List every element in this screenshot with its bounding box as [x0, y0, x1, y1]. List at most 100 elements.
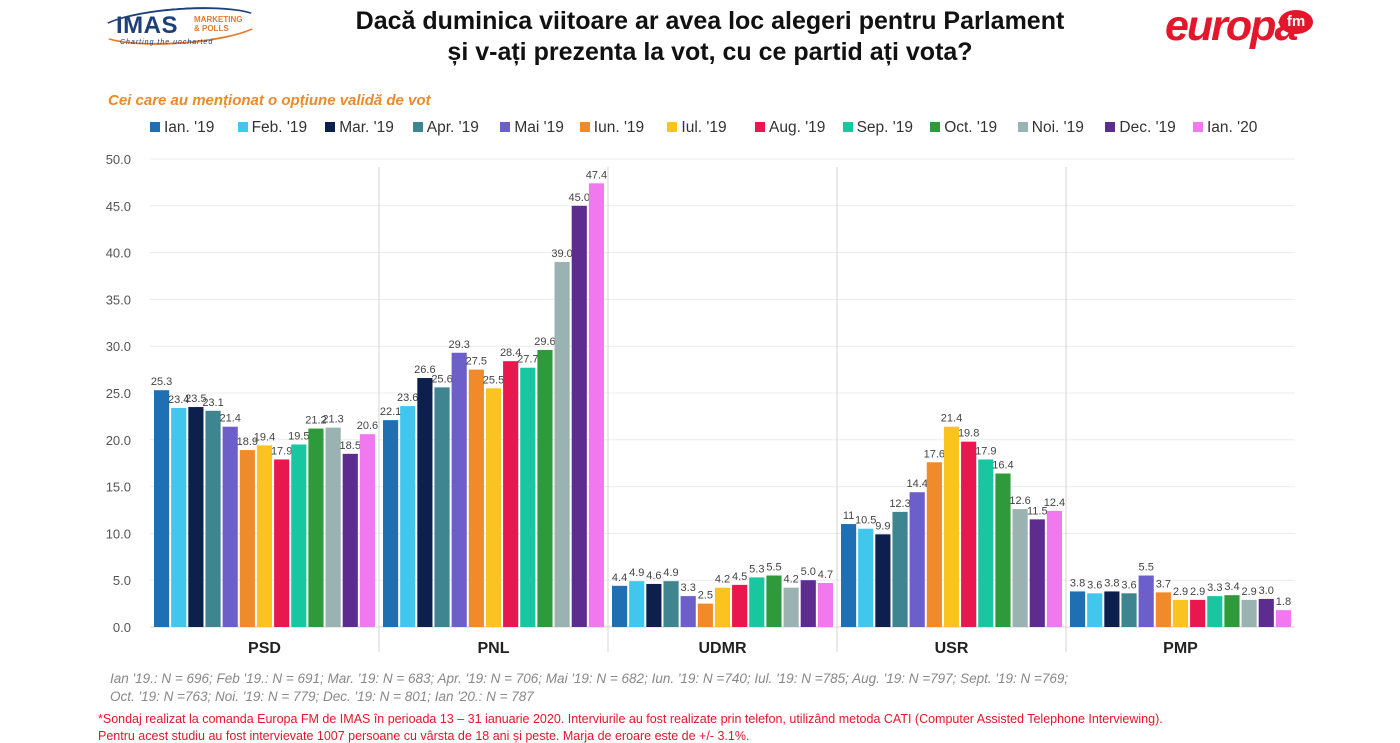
- data-label: 3.7: [1156, 578, 1171, 590]
- legend-label: Feb. '19: [251, 119, 308, 136]
- legend-item: Mar. '19: [325, 119, 394, 139]
- data-label: 27.7: [517, 354, 538, 366]
- data-label: 25.6: [431, 373, 452, 385]
- legend-swatch: [325, 122, 336, 132]
- bar: [171, 407, 187, 627]
- legend-swatch: [930, 122, 941, 132]
- sample-size-notes-line1: Ian '19.: N = 696; Feb '19.: N = 691; Ma…: [110, 671, 1069, 686]
- legend-swatch: [237, 122, 248, 132]
- bar: [451, 352, 467, 627]
- bar: [1207, 596, 1223, 627]
- data-label: 27.5: [466, 356, 487, 368]
- bar: [1070, 591, 1086, 627]
- bar: [342, 453, 358, 627]
- bar: [520, 367, 536, 627]
- bar: [841, 524, 857, 627]
- chart-title: Dacă duminica viitoare ar avea loc alege…: [270, 6, 1150, 68]
- chart-subtitle: Cei care au menționat o opțiune validă d…: [108, 92, 431, 109]
- data-label: 3.0: [1259, 585, 1274, 597]
- data-label: 21.3: [322, 414, 343, 426]
- data-label: 18.9: [237, 436, 258, 448]
- data-label: 4.2: [783, 574, 798, 586]
- legend-swatch: [1017, 122, 1028, 132]
- data-label: 22.1: [380, 406, 401, 418]
- data-label: 20.6: [357, 420, 378, 432]
- bar: [663, 581, 679, 627]
- legend-label: Dec. '19: [1119, 119, 1176, 136]
- bar: [629, 581, 645, 627]
- sample-size-notes: Ian '19.: N = 696; Feb '19.: N = 691; Ma…: [110, 670, 1260, 706]
- legend-item: Oct. '19: [930, 119, 997, 139]
- bar: [554, 261, 570, 627]
- data-label: 4.9: [663, 567, 678, 579]
- data-label: 4.2: [715, 574, 730, 586]
- x-category-label: PNL: [478, 640, 510, 657]
- data-label: 5.5: [1139, 562, 1154, 574]
- y-tick-label: 15.0: [106, 480, 131, 495]
- bar: [858, 528, 874, 627]
- x-category-label: PMP: [1163, 640, 1198, 657]
- bar: [503, 361, 519, 627]
- y-tick-label: 30.0: [106, 339, 131, 354]
- europa-logo-text: europa: [1165, 2, 1298, 50]
- legend-swatch: [579, 122, 590, 132]
- bar: [1190, 599, 1206, 627]
- data-label: 23.1: [202, 397, 223, 409]
- data-label: 21.2: [305, 415, 326, 427]
- chart-legend: Ian. '19 Feb. '19 Mar. '19 Apr. '19 Mai '19 I…: [150, 119, 1350, 139]
- bar: [154, 390, 170, 627]
- legend-label: Mar. '19: [339, 119, 394, 136]
- bar: [961, 441, 977, 627]
- data-label: 4.9: [629, 567, 644, 579]
- data-label: 18.5: [340, 440, 361, 452]
- x-category-label: USR: [935, 640, 969, 657]
- data-label: 2.9: [1173, 586, 1188, 598]
- legend-label: Aug. '19: [769, 119, 826, 136]
- bar: [1121, 593, 1137, 627]
- data-label: 19.5: [288, 430, 309, 442]
- bar-chart: 0.0 5.0 10.0 15.0 20.0 25.0 30.0 35.0 40.0 45.0 50…: [106, 152, 1295, 657]
- data-label: 16.4: [992, 459, 1013, 471]
- bar: [1029, 519, 1045, 627]
- bar: [1275, 610, 1291, 627]
- data-label: 12.3: [889, 498, 910, 510]
- legend-swatch: [1193, 122, 1203, 132]
- data-label: 17.9: [975, 445, 996, 457]
- data-label: 3.6: [1087, 579, 1102, 591]
- legend-item: Aug. '19: [755, 119, 825, 139]
- data-label: 25.3: [151, 376, 172, 388]
- legend-label: Mai '19: [514, 119, 564, 136]
- bar: [714, 587, 731, 627]
- data-label: 3.8: [1070, 577, 1085, 589]
- data-label: 23.4: [168, 394, 189, 406]
- data-label: 3.4: [1224, 581, 1239, 593]
- data-label: 11.5: [1027, 505, 1048, 517]
- legend-label: Iul. '19: [681, 119, 727, 136]
- legend-swatch: [755, 122, 765, 132]
- data-label: 21.4: [219, 413, 240, 425]
- data-label: 29.3: [448, 339, 469, 351]
- legend-item: Feb. '19: [237, 119, 308, 139]
- legend-item: Iul. '19: [667, 119, 727, 139]
- bar: [646, 583, 662, 627]
- bar: [783, 587, 799, 627]
- data-label: 9.9: [875, 520, 890, 532]
- bar: [485, 388, 502, 627]
- data-label: 2.9: [1241, 586, 1256, 598]
- data-label: 3.3: [681, 582, 696, 594]
- data-label: 3.6: [1121, 579, 1136, 591]
- data-label: 11: [843, 510, 854, 522]
- data-label: 21.4: [941, 413, 962, 425]
- data-label: 5.0: [801, 566, 816, 578]
- imas-logo-tagline: Charting the uncharted: [120, 39, 214, 46]
- bar: [239, 450, 255, 627]
- bar: [1138, 575, 1154, 627]
- legend-swatch: [1105, 122, 1116, 132]
- bar: [1046, 510, 1062, 627]
- legend-swatch: [150, 122, 160, 132]
- legend-label: Iun. '19: [593, 119, 645, 136]
- legend-label: Ian. '20: [1207, 119, 1258, 136]
- bar: [417, 378, 433, 627]
- legend-item: Ian. '19: [150, 119, 214, 139]
- bar: [697, 603, 713, 627]
